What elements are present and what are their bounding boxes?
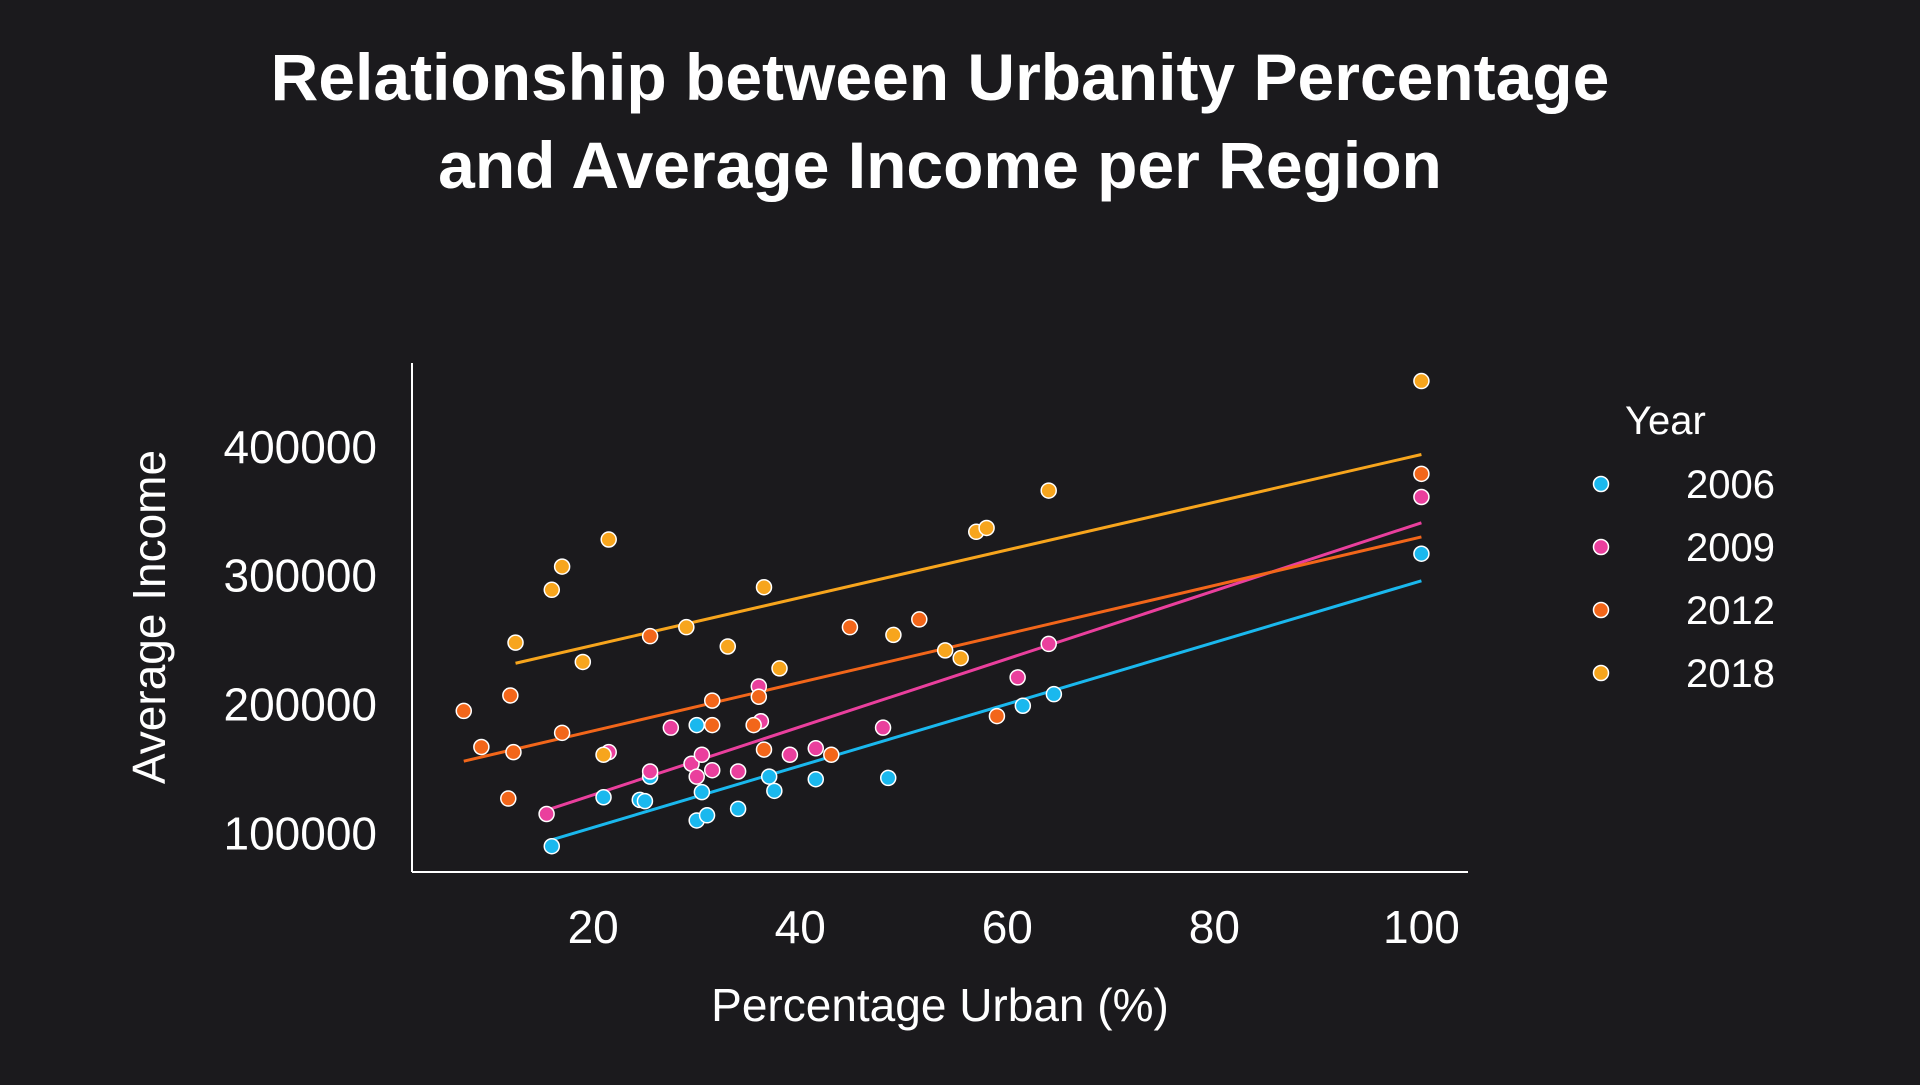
legend: 2006 2009 2012 2018 [1592,463,1775,696]
data-point-2018 [952,649,969,667]
legend-title: Year [1625,399,1706,443]
chart-title-line-2: and Average Income per Region [438,128,1442,202]
data-point-2012 [755,741,773,758]
data-point-2012 [1413,465,1430,483]
data-point-2006 [693,783,711,801]
trend-line-2009 [546,521,1422,812]
data-point-2009 [807,740,825,757]
data-point-2018 [719,638,737,655]
data-point-2012 [745,716,762,734]
data-point-2012 [841,618,859,636]
data-points [455,372,1430,855]
data-point-2006 [760,768,778,785]
data-point-2009 [874,719,892,736]
data-point-2012 [750,688,768,705]
data-point-2012 [823,746,840,763]
data-point-2009 [729,763,747,780]
data-point-2018 [600,531,617,548]
data-point-2012 [703,692,721,709]
data-point-2006 [807,770,825,788]
data-point-2006 [1045,685,1063,703]
legend-label-2012: 2012 [1686,589,1775,633]
data-point-2012 [500,790,517,807]
data-point-2009 [688,768,705,785]
data-point-2009 [1009,669,1026,686]
legend-marker-2006 [1592,475,1610,493]
data-point-2006 [1014,697,1032,715]
data-point-2009 [703,761,721,779]
y-tick-label: 100000 [224,807,378,859]
data-point-2012 [703,716,721,734]
legend-marker-2009 [1592,538,1610,556]
x-tick-label: 100 [1383,901,1460,953]
data-point-2018 [678,618,695,636]
y-tick-labels: 100000 200000 300000 400000 [224,421,378,860]
data-point-2006 [636,792,654,810]
data-point-2018 [755,578,773,596]
data-point-2018 [936,642,954,659]
data-point-2009 [662,719,680,736]
y-axis-title: Average Income [123,450,175,784]
data-point-2018 [543,581,561,599]
y-tick-label: 300000 [224,550,378,602]
data-point-2006 [1413,545,1430,562]
data-point-2018 [595,746,612,763]
data-point-2009 [781,746,799,763]
y-tick-label: 200000 [224,678,378,730]
data-point-2009 [1413,488,1430,506]
data-point-2018 [574,653,592,671]
data-point-2006 [766,782,783,800]
x-tick-labels: 20 40 60 80 100 [568,901,1460,953]
x-tick-label: 20 [568,901,619,953]
data-point-2018 [507,634,524,651]
data-point-2012 [911,611,928,628]
data-point-2012 [505,743,522,761]
legend-label-2006: 2006 [1686,463,1775,507]
data-point-2018 [1040,482,1057,499]
chart-title-line-1: Relationship between Urbanity Percentage [271,40,1610,114]
data-point-2006 [688,716,705,734]
data-point-2009 [1040,635,1057,653]
data-point-2012 [502,687,519,704]
data-point-2012 [641,627,659,645]
legend-label-2018: 2018 [1686,652,1775,696]
data-point-2009 [538,805,555,823]
data-point-2018 [771,660,788,677]
data-point-2009 [641,763,659,780]
legend-label-2009: 2009 [1686,526,1775,570]
x-axis-title: Percentage Urban (%) [711,979,1169,1031]
data-point-2012 [553,724,571,742]
legend-marker-2012 [1592,601,1610,619]
data-point-2009 [693,746,711,763]
data-point-2012 [473,738,490,756]
trend-line-2018 [515,453,1422,665]
legend-marker-2018 [1592,664,1610,682]
data-point-2012 [455,702,473,720]
data-point-2018 [1413,372,1430,390]
x-tick-label: 40 [775,901,826,953]
data-point-2018 [553,558,571,575]
data-point-2006 [698,807,716,824]
y-tick-label: 400000 [224,421,378,473]
data-point-2006 [729,800,747,818]
x-tick-label: 80 [1189,901,1240,953]
data-point-2006 [879,769,897,787]
x-tick-label: 60 [982,901,1033,953]
data-point-2006 [595,789,612,806]
data-point-2006 [543,837,561,855]
data-point-2018 [978,519,995,537]
data-point-2018 [885,626,902,644]
data-point-2012 [988,707,1006,725]
